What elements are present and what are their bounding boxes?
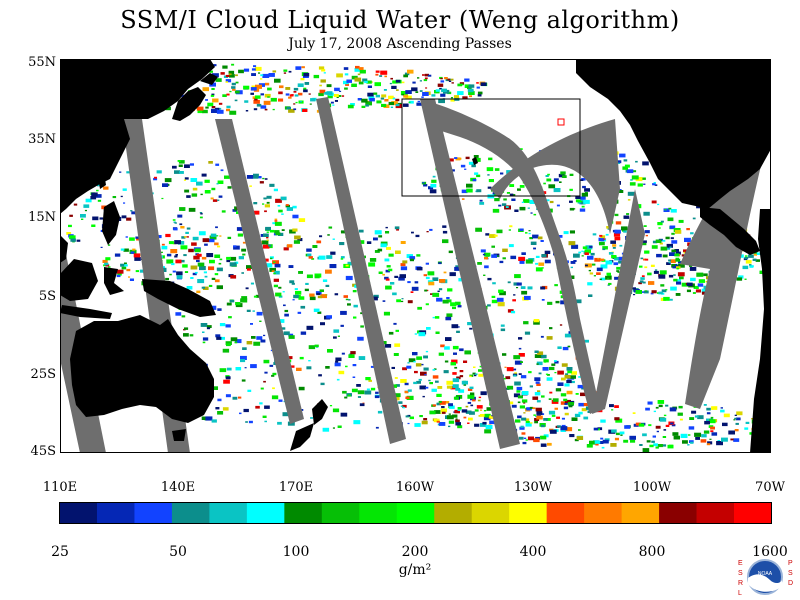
cloud-water-field [64, 63, 771, 453]
colorbar-swatch [659, 502, 697, 524]
borneo-island [60, 259, 98, 301]
noaa-esrl-psd-logo: E S R L NOAA P S D [738, 559, 793, 597]
logo-letter-e: E [738, 560, 743, 567]
taiwan-island [98, 173, 106, 189]
south-america-continent [750, 209, 771, 453]
lon-label-170e: 170E [278, 480, 314, 495]
map-subtitle: July 17, 2008 Ascending Passes [288, 36, 512, 52]
tasmania-island [172, 429, 186, 441]
colorbar-tick-100: 100 [282, 544, 310, 560]
swath-gap [592, 189, 645, 414]
australia-continent [70, 315, 214, 423]
sumatra-island [60, 235, 68, 263]
new-zealand-island [312, 399, 328, 425]
colorbar-swatch [59, 502, 98, 524]
colorbar-swatch [509, 502, 548, 524]
colorbar-swatch [621, 502, 660, 524]
map-frame [60, 59, 771, 453]
colorbar-swatch [359, 502, 398, 524]
japan-island [172, 87, 206, 121]
logo-letter-s: S [738, 570, 743, 577]
lat-label-15n: 15N [28, 210, 56, 225]
colorbar-units: g/m² [398, 562, 432, 578]
colorbar-swatch [584, 502, 622, 524]
swath-gap [420, 99, 600, 414]
lat-label-5s: 5S [38, 289, 56, 304]
colorbar-tick-25: 25 [51, 544, 69, 560]
colorbar-swatch [434, 502, 473, 524]
colorbar-tick-400: 400 [519, 544, 547, 560]
central-america-landmass [700, 207, 760, 255]
japan-island [200, 73, 218, 85]
colorbar-swatch [696, 502, 735, 524]
colorbar [59, 502, 772, 524]
logo-letter-s2: S [788, 570, 793, 577]
hawaii-islands [472, 157, 478, 165]
swath-gap [490, 119, 620, 234]
location-marker [557, 118, 565, 126]
asia-landmass [60, 59, 215, 214]
new-guinea-island [142, 279, 216, 317]
colorbar-swatch [246, 502, 285, 524]
colorbar-swatch [134, 502, 173, 524]
philippines-island [102, 201, 120, 245]
lat-label-25s: 25S [30, 367, 56, 382]
logo-letter-p: P [788, 560, 793, 567]
colorbar-swatch [396, 502, 435, 524]
noaa-emblem-text: NOAA [758, 571, 773, 577]
colorbar-swatch [284, 502, 323, 524]
swath-gap [680, 119, 768, 409]
colorbar-swatch [546, 502, 585, 524]
colorbar-tick-50: 50 [169, 544, 187, 560]
region-box-outline [401, 98, 581, 197]
logo-letter-r: R [738, 580, 743, 587]
swath-gap [420, 99, 520, 449]
noaa-bird-shape [748, 574, 782, 592]
lon-label-100w: 100W [632, 480, 672, 495]
colorbar-frame [59, 502, 772, 524]
lon-label-160w: 160W [395, 480, 435, 495]
land-masses [60, 59, 771, 453]
colorbar-swatch [471, 502, 510, 524]
lat-label-45s: 45S [30, 444, 56, 459]
logo-letter-d: D [788, 580, 793, 587]
lon-label-110e: 110E [42, 480, 78, 495]
colorbar-swatch [209, 502, 248, 524]
logo-letter-l: L [738, 590, 742, 597]
colorbar-swatch [96, 502, 135, 524]
swath-gap [215, 119, 304, 424]
lon-label-70w: 70W [755, 480, 785, 495]
north-america-continent [576, 59, 771, 209]
sulawesi-island [104, 267, 124, 295]
map-title: SSM/I Cloud Liquid Water (Weng algorithm… [120, 6, 680, 34]
colorbar-swatch [734, 502, 772, 524]
swath-gap [316, 97, 406, 444]
colorbar-swatch [321, 502, 360, 524]
lon-label-140e: 140E [160, 480, 196, 495]
colorbar-swatch [171, 502, 210, 524]
new-zealand-island [290, 423, 314, 451]
lon-label-130w: 130W [513, 480, 553, 495]
java-island [60, 305, 112, 319]
colorbar-tick-800: 800 [638, 544, 666, 560]
colorbar-tick-200: 200 [401, 544, 429, 560]
lat-label-35n: 35N [28, 132, 56, 147]
colorbar-tick-1600: 1600 [752, 544, 788, 560]
lat-label-55n: 55N [28, 55, 56, 70]
cloud-water-map [60, 59, 771, 453]
